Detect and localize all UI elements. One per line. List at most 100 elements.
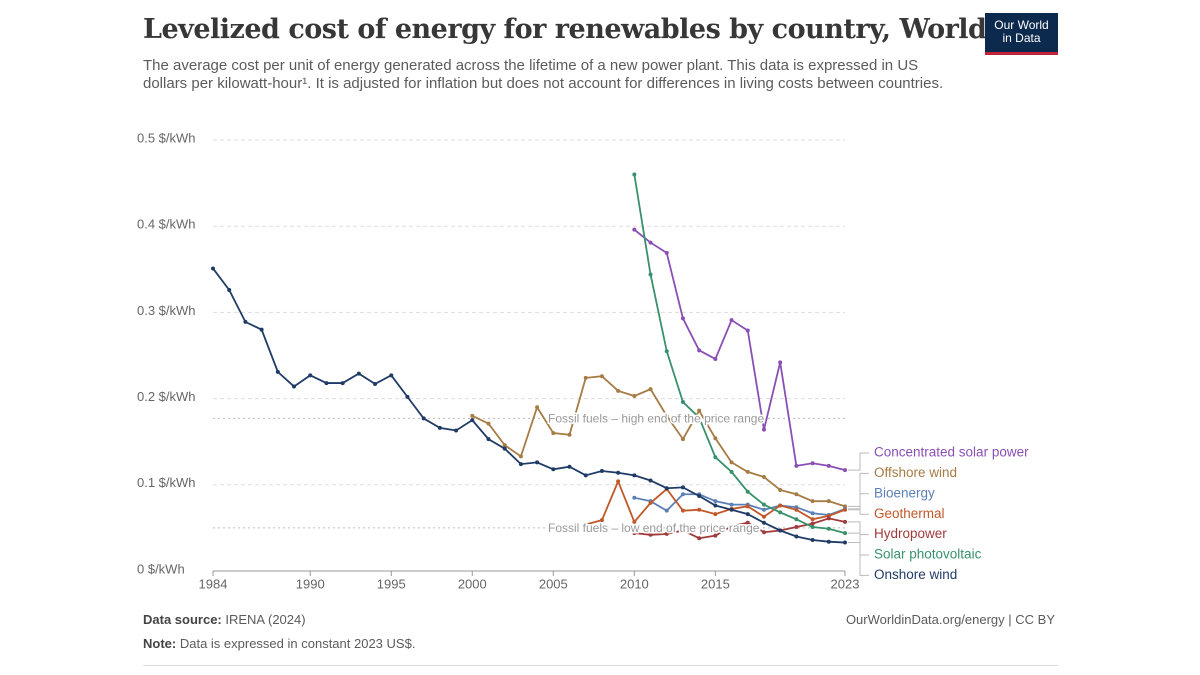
point bbox=[324, 381, 329, 386]
point bbox=[599, 374, 604, 379]
point bbox=[794, 492, 799, 497]
point bbox=[697, 348, 702, 353]
y-tick-label: 0.3 $/kWh bbox=[137, 303, 196, 318]
x-tick-label: 1995 bbox=[377, 576, 406, 591]
point bbox=[389, 373, 394, 378]
point bbox=[761, 520, 766, 525]
point bbox=[729, 469, 734, 474]
point bbox=[551, 467, 556, 472]
x-tick-label: 2015 bbox=[701, 576, 730, 591]
point bbox=[664, 508, 669, 513]
series-line bbox=[634, 517, 846, 540]
point bbox=[664, 250, 669, 255]
title: Levelized cost of energy for renewables … bbox=[143, 14, 987, 45]
point bbox=[599, 518, 604, 523]
point bbox=[697, 408, 702, 413]
point bbox=[826, 463, 831, 468]
logo-line: Our World bbox=[994, 18, 1049, 32]
point bbox=[761, 475, 766, 480]
point bbox=[697, 494, 702, 499]
point bbox=[810, 537, 815, 542]
point bbox=[535, 460, 540, 465]
source-label: Data source: bbox=[143, 612, 222, 627]
point bbox=[664, 486, 669, 491]
point bbox=[826, 539, 831, 544]
point bbox=[583, 522, 588, 527]
x-tick-label: 2010 bbox=[620, 576, 649, 591]
series-line bbox=[212, 267, 846, 544]
legend-label: Solar photovoltaic bbox=[874, 547, 982, 562]
y-tick-label: 0 $/kWh bbox=[137, 561, 185, 576]
point bbox=[843, 468, 847, 473]
point bbox=[632, 473, 637, 478]
point bbox=[794, 463, 799, 468]
legend-label: Bioenergy bbox=[874, 485, 935, 500]
x-tick-label: 1990 bbox=[296, 576, 325, 591]
point bbox=[373, 381, 378, 386]
y-tick-label: 0.4 $/kWh bbox=[137, 217, 196, 232]
series-line bbox=[471, 375, 846, 508]
point bbox=[567, 464, 572, 469]
point bbox=[729, 507, 734, 512]
series-line bbox=[633, 174, 846, 534]
legend-connector bbox=[848, 542, 869, 576]
point bbox=[713, 503, 718, 508]
point bbox=[810, 511, 815, 516]
point bbox=[843, 519, 847, 524]
point bbox=[437, 425, 442, 430]
point bbox=[648, 240, 653, 245]
point bbox=[745, 469, 750, 474]
logo-line: in Data bbox=[1002, 31, 1041, 45]
divider bbox=[143, 665, 1058, 666]
point bbox=[648, 532, 653, 537]
point bbox=[308, 373, 313, 378]
point bbox=[778, 528, 783, 533]
point bbox=[761, 514, 766, 519]
subtitle: The average cost per unit of energy gene… bbox=[143, 57, 944, 92]
point bbox=[243, 319, 248, 324]
point bbox=[259, 327, 264, 332]
point bbox=[843, 540, 847, 545]
point bbox=[632, 227, 637, 232]
point bbox=[535, 405, 540, 410]
source: Data source: IRENA (2024) bbox=[143, 612, 306, 627]
point bbox=[470, 418, 475, 423]
point bbox=[664, 349, 669, 354]
point bbox=[745, 504, 750, 509]
point bbox=[502, 443, 507, 448]
point bbox=[826, 516, 831, 521]
point bbox=[761, 427, 766, 432]
legend-label: Onshore wind bbox=[874, 567, 957, 582]
point bbox=[486, 437, 491, 442]
point bbox=[421, 416, 426, 421]
point bbox=[227, 287, 232, 292]
point bbox=[826, 499, 831, 504]
point bbox=[518, 462, 523, 467]
note: Note: Data is expressed in constant 2023… bbox=[143, 636, 415, 651]
x-tick-label: 2023 bbox=[831, 576, 860, 591]
point bbox=[680, 508, 685, 513]
point bbox=[794, 507, 799, 512]
point bbox=[680, 492, 685, 497]
point bbox=[502, 446, 507, 451]
point bbox=[826, 526, 831, 531]
note-text: Data is expressed in constant 2023 US$. bbox=[179, 636, 416, 651]
legend-label: Concentrated solar power bbox=[874, 445, 1029, 460]
point bbox=[794, 534, 799, 539]
point bbox=[583, 375, 588, 380]
legend-connector bbox=[848, 532, 869, 556]
point bbox=[729, 502, 734, 507]
credit[interactable]: OurWorldinData.org/energy | CC BY bbox=[845, 612, 1055, 627]
point bbox=[648, 500, 653, 505]
logo[interactable]: Our World in Data bbox=[985, 13, 1058, 55]
series-line bbox=[634, 493, 846, 516]
legend-label: Hydropower bbox=[874, 526, 947, 541]
reference-label: Fossil fuels – low end of the price rang… bbox=[548, 521, 760, 535]
point bbox=[648, 272, 653, 277]
point bbox=[211, 266, 215, 271]
point bbox=[761, 507, 766, 512]
point bbox=[632, 172, 637, 177]
point bbox=[697, 507, 702, 512]
